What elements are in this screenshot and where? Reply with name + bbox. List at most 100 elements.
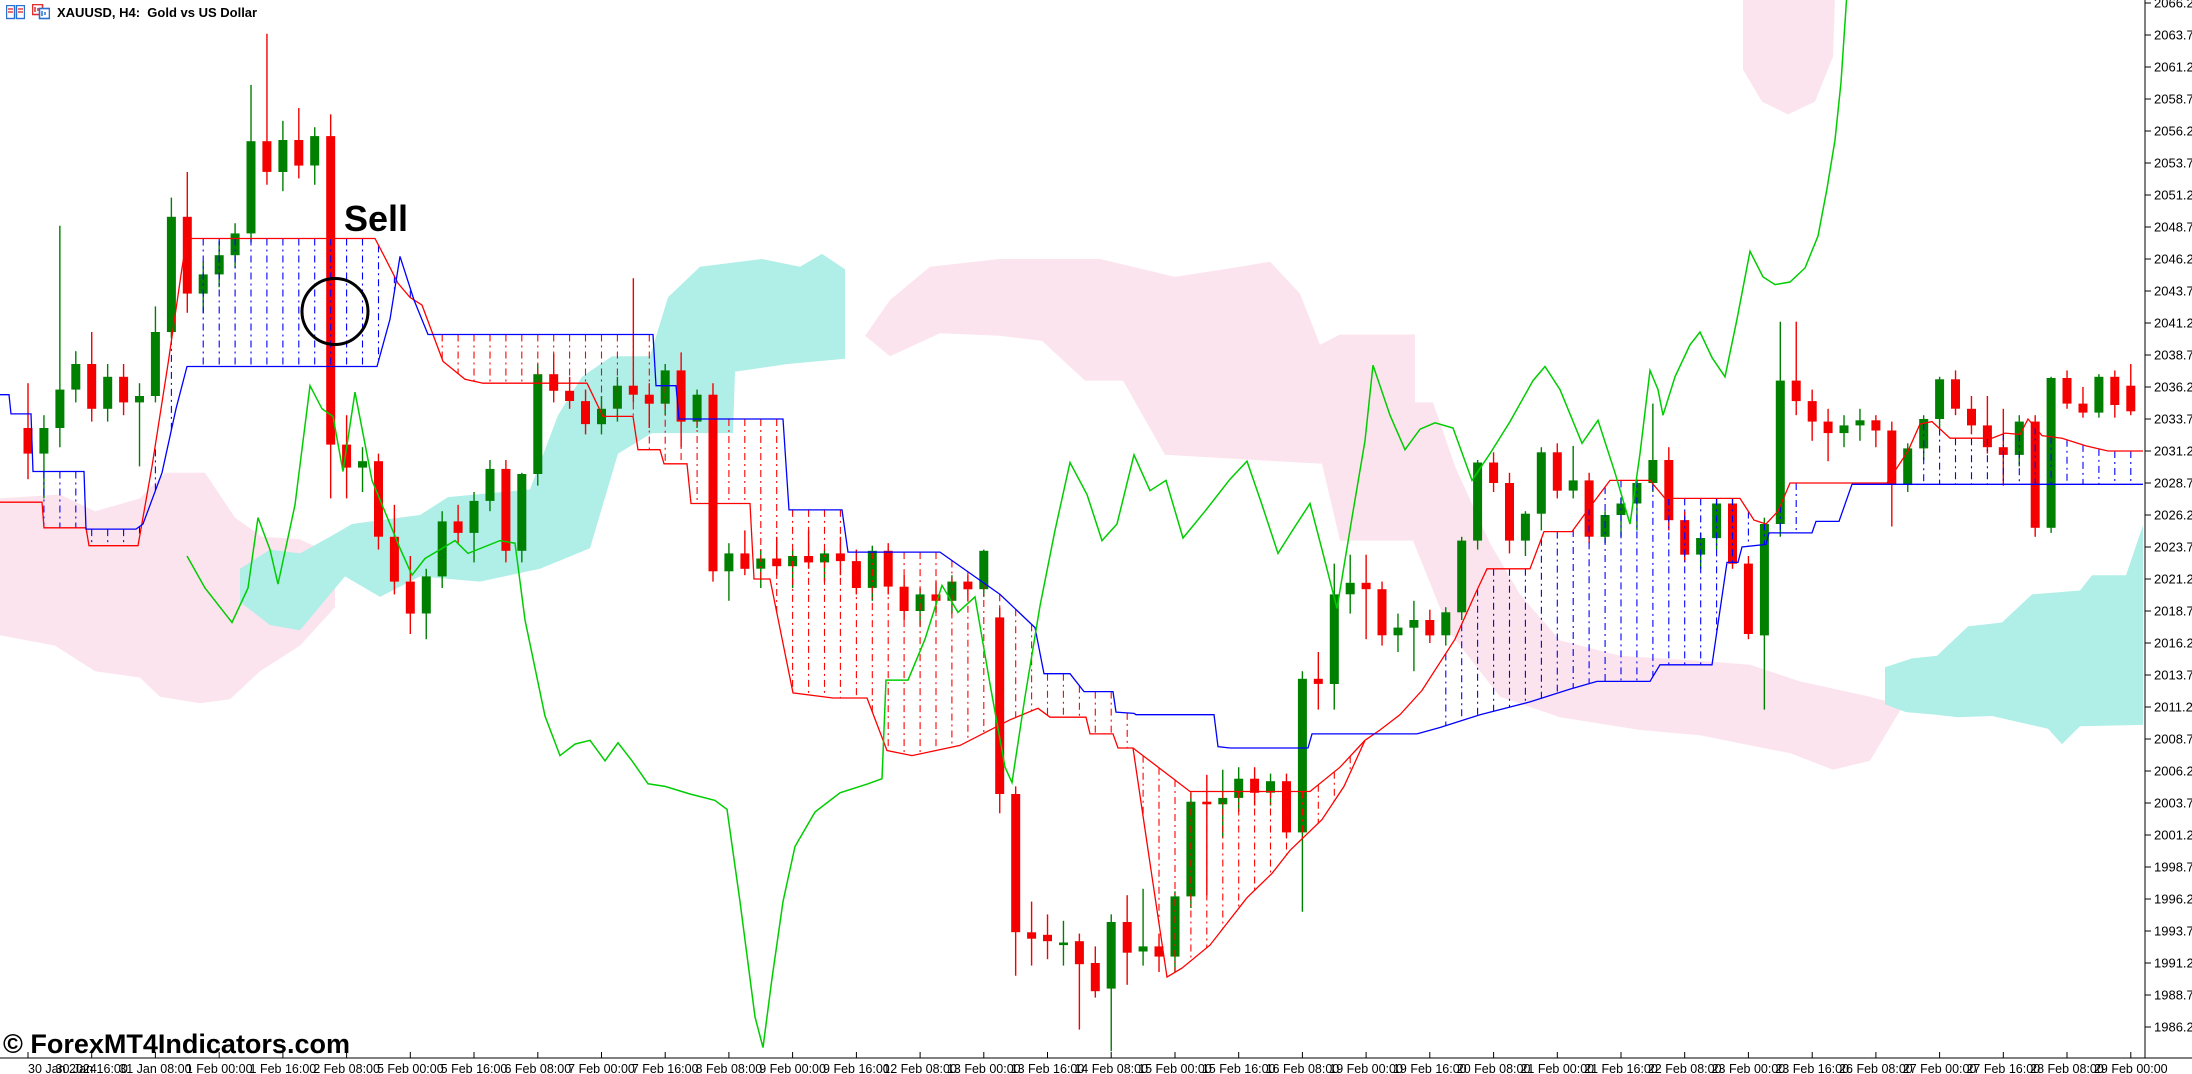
price-label: 2036.20 xyxy=(2154,380,2192,395)
price-label: 2038.70 xyxy=(2154,348,2192,363)
bear-candle xyxy=(1871,420,1881,431)
price-label: 2006.20 xyxy=(2154,764,2192,779)
price-label: 2013.70 xyxy=(2154,668,2192,683)
bear-candle xyxy=(1377,589,1387,636)
time-label: 14 Feb 08:00 xyxy=(1074,1062,1148,1074)
bear-candle xyxy=(1313,678,1323,684)
bear-candle xyxy=(453,521,463,533)
bear-candle xyxy=(1807,401,1817,422)
time-label: 19 Feb 16:00 xyxy=(1393,1062,1467,1074)
bear-candle xyxy=(708,394,718,572)
price-label: 2003.70 xyxy=(2154,796,2192,811)
bull-candle xyxy=(517,474,527,551)
bull-candle xyxy=(1473,462,1483,541)
price-label: 1991.20 xyxy=(2154,956,2192,971)
bull-candle xyxy=(150,332,160,396)
price-label: 1998.70 xyxy=(2154,860,2192,875)
time-label: 27 Feb 00:00 xyxy=(1903,1062,1977,1074)
price-label: 2001.20 xyxy=(2154,828,2192,843)
price-label: 2058.70 xyxy=(2154,92,2192,107)
time-label: 21 Feb 00:00 xyxy=(1520,1062,1594,1074)
time-label: 6 Feb 08:00 xyxy=(504,1062,571,1074)
bear-candle xyxy=(501,468,511,551)
price-label: 2008.70 xyxy=(2154,732,2192,747)
time-label: 19 Feb 00:00 xyxy=(1329,1062,1403,1074)
watermark-text: © ForexMT4Indicators.com xyxy=(3,1029,350,1059)
time-label: 1 Feb 00:00 xyxy=(186,1062,253,1074)
bear-candle xyxy=(1425,620,1435,636)
bull-candle xyxy=(1855,420,1865,426)
bull-candle xyxy=(1345,582,1355,595)
bull-candle xyxy=(485,468,495,501)
price-label: 2056.20 xyxy=(2154,124,2192,139)
bull-candle xyxy=(1234,778,1244,798)
bear-candle xyxy=(23,428,33,454)
bull-candle xyxy=(55,389,65,428)
time-label: 15 Feb 00:00 xyxy=(1138,1062,1212,1074)
time-label: 7 Feb 16:00 xyxy=(632,1062,699,1074)
bull-candle xyxy=(1059,942,1068,946)
bull-candle xyxy=(1903,448,1913,485)
bear-candle xyxy=(1122,922,1132,953)
channel-red-line xyxy=(0,237,2143,793)
bear-candle xyxy=(1361,582,1371,590)
bear-candle xyxy=(374,461,383,537)
price-label: 2028.70 xyxy=(2154,476,2192,491)
price-label: 2043.70 xyxy=(2154,284,2192,299)
price-label: 2041.20 xyxy=(2154,316,2192,331)
bear-candle xyxy=(1664,460,1674,521)
bear-candle xyxy=(87,364,97,409)
bear-candle xyxy=(835,553,845,562)
sell-signal-label: Sell xyxy=(344,198,408,239)
bear-candle xyxy=(1154,946,1164,957)
bull-candle xyxy=(533,374,543,474)
price-label: 2026.20 xyxy=(2154,508,2192,523)
channel-blue-line xyxy=(0,256,2143,749)
bull-candle xyxy=(1393,627,1403,636)
time-label: 7 Feb 00:00 xyxy=(568,1062,635,1074)
bull-candle xyxy=(692,394,702,422)
bear-candle xyxy=(262,141,272,172)
time-label: 9 Feb 16:00 xyxy=(823,1062,890,1074)
bear-candle xyxy=(1967,408,1976,426)
bear-candle xyxy=(2062,378,2072,404)
price-label: 2066.20 xyxy=(2154,0,2192,11)
bull-candle xyxy=(71,364,81,390)
time-label: 13 Feb 00:00 xyxy=(947,1062,1021,1074)
bear-candle xyxy=(1250,778,1260,793)
kumo-cloud-cyan-right xyxy=(1885,525,2143,745)
bear-candle xyxy=(1282,781,1291,833)
bear-candle xyxy=(581,401,590,425)
bull-candle xyxy=(1775,380,1785,524)
bear-candle xyxy=(2030,421,2040,528)
chart-window-title: XAUUSD, H4: Gold vs US Dollar xyxy=(57,4,258,20)
bear-candle xyxy=(565,390,575,401)
kumo-cloud-pink-mid xyxy=(865,259,1903,770)
channel-red-lower-crash-line xyxy=(1132,740,1366,979)
bull-candle xyxy=(1266,781,1275,793)
bear-candle xyxy=(182,216,192,294)
bull-candle xyxy=(1218,797,1228,805)
bear-candle xyxy=(995,617,1005,794)
bull-candle xyxy=(1759,524,1769,636)
price-label: 2011.20 xyxy=(2154,700,2192,715)
bull-candle xyxy=(214,255,224,275)
price-label: 2021.20 xyxy=(2154,572,2192,587)
price-label: 2031.20 xyxy=(2154,444,2192,459)
time-label: 22 Feb 08:00 xyxy=(1648,1062,1722,1074)
bear-candle xyxy=(2110,376,2120,405)
kumo-cloud-cyan-left xyxy=(240,253,845,631)
bear-candle xyxy=(1090,963,1100,992)
chart-symbol-icon[interactable] xyxy=(31,3,51,20)
price-label: 2048.70 xyxy=(2154,220,2192,235)
bear-candle xyxy=(804,556,814,563)
bear-candle xyxy=(883,550,893,587)
time-label: 16 Feb 08:00 xyxy=(1266,1062,1340,1074)
bull-candle xyxy=(246,141,256,234)
indicator-windows-icon[interactable] xyxy=(5,4,26,20)
bull-candle xyxy=(469,500,479,533)
bull-candle xyxy=(1648,460,1658,483)
time-label: 27 Feb 16:00 xyxy=(1966,1062,2040,1074)
bull-candle xyxy=(1138,946,1148,952)
